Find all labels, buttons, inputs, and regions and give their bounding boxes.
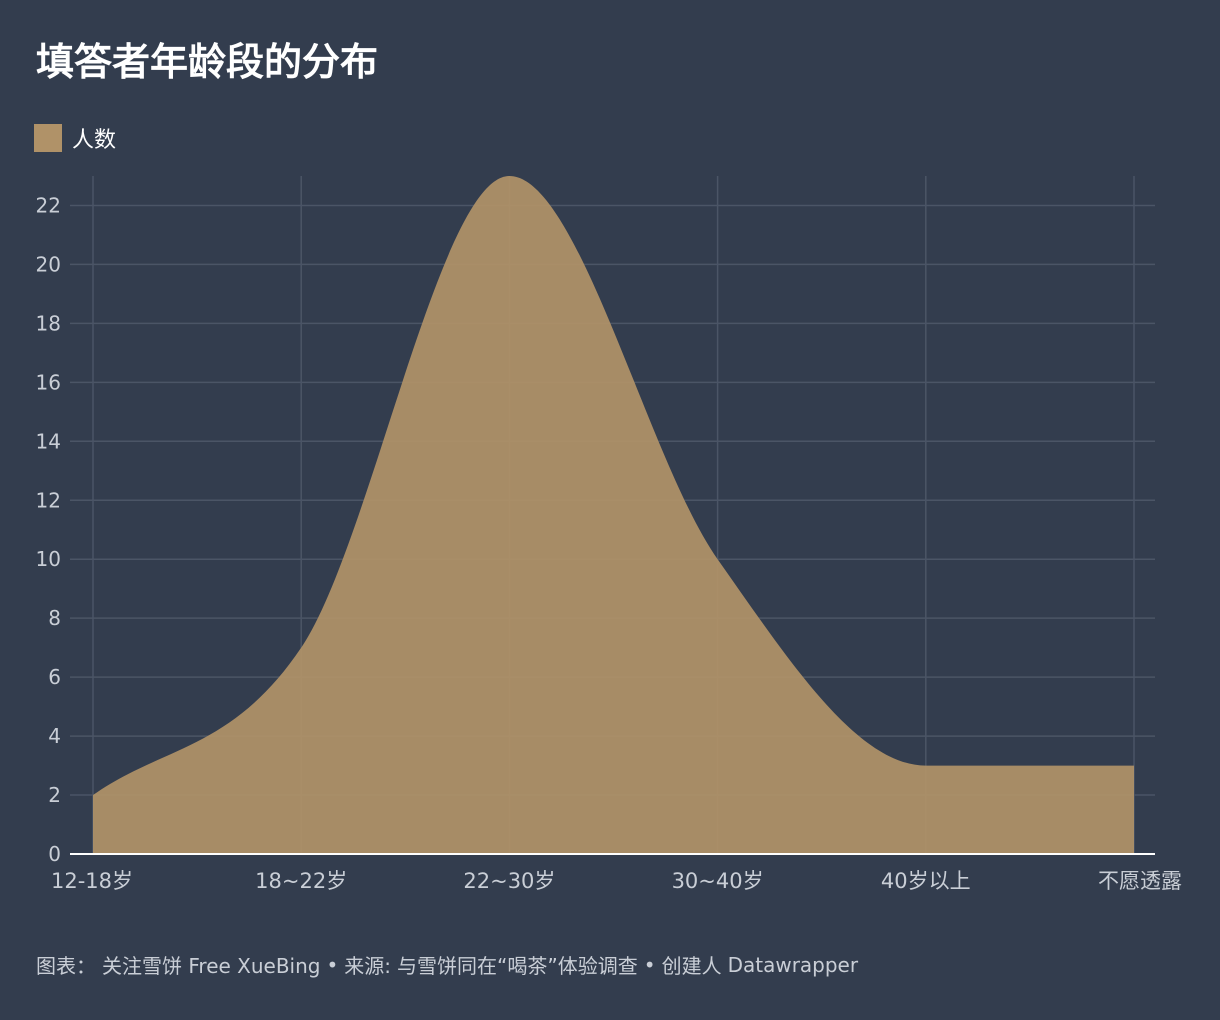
- footer-separator: •: [643, 952, 656, 977]
- x-tick-labels: 12-18岁 18~22岁 22~30岁 30~40岁 40岁以上 不愿透露: [51, 869, 1182, 893]
- y-tick-label: 6: [48, 665, 61, 689]
- footer-source: 与雪饼同在“喝茶”体验调查: [397, 954, 638, 978]
- footer-creator: Datawrapper: [727, 952, 859, 977]
- y-tick-label: 10: [36, 547, 61, 571]
- x-tick-label: 不愿透露: [1098, 869, 1182, 893]
- footer-separator: •: [326, 952, 339, 977]
- y-tick-label: 14: [36, 429, 61, 453]
- y-tick-label: 0: [48, 842, 61, 866]
- area-chart: 0 2 4 6 8 10 12 14 16 18 20 22 12-18岁 18~22岁 22~30岁 30…: [36, 176, 1182, 893]
- y-tick-label: 22: [36, 193, 61, 217]
- x-tick-label: 22~30岁: [463, 869, 555, 893]
- area-series-renshu: [93, 176, 1134, 854]
- y-tick-label: 8: [48, 606, 61, 630]
- y-tick-label: 16: [36, 370, 61, 394]
- legend-swatch: [34, 124, 62, 152]
- legend-label: 人数: [72, 128, 117, 153]
- footer-chart-author: 关注雪饼 Free XueBing: [102, 954, 321, 978]
- y-tick-label: 20: [36, 252, 61, 276]
- y-tick-label: 2: [48, 783, 61, 807]
- x-tick-label: 30~40岁: [672, 869, 764, 893]
- y-tick-label: 4: [48, 724, 61, 748]
- footer-source-label: 来源:: [344, 954, 392, 978]
- y-tick-label: 18: [36, 311, 61, 335]
- footer-chart-label: 图表：: [36, 954, 96, 978]
- x-tick-label: 12-18岁: [51, 869, 133, 893]
- x-tick-label: 40岁以上: [881, 869, 971, 893]
- footer: 图表： 关注雪饼 Free XueBing • 来源: 与雪饼同在“喝茶”体验调…: [36, 950, 858, 979]
- y-tick-labels: 0 2 4 6 8 10 12 14 16 18 20 22: [36, 193, 61, 866]
- x-tick-label: 18~22岁: [255, 869, 347, 893]
- chart-title: 填答者年龄段的分布: [36, 40, 379, 84]
- legend: 人数: [34, 122, 116, 154]
- footer-creator-label: 创建人: [661, 954, 722, 978]
- y-tick-label: 12: [36, 488, 61, 512]
